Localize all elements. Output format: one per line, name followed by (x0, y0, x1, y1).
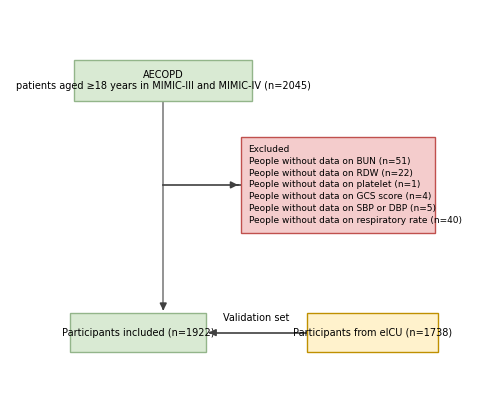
Text: Excluded
People without data on BUN (n=51)
People without data on RDW (n=22)
Peo: Excluded People without data on BUN (n=5… (248, 145, 462, 225)
Bar (241, 137, 434, 233)
Bar (70, 313, 206, 352)
Bar (306, 313, 438, 352)
Text: AECOPD
patients aged ≥18 years in MIMIC-III and MIMIC-IV (n=2045): AECOPD patients aged ≥18 years in MIMIC-… (16, 70, 310, 91)
Text: Participants from eICU (n=1738): Participants from eICU (n=1738) (293, 328, 452, 338)
Text: Validation set: Validation set (223, 313, 290, 323)
Bar (74, 60, 252, 101)
Text: Participants included (n=1922): Participants included (n=1922) (62, 328, 214, 338)
